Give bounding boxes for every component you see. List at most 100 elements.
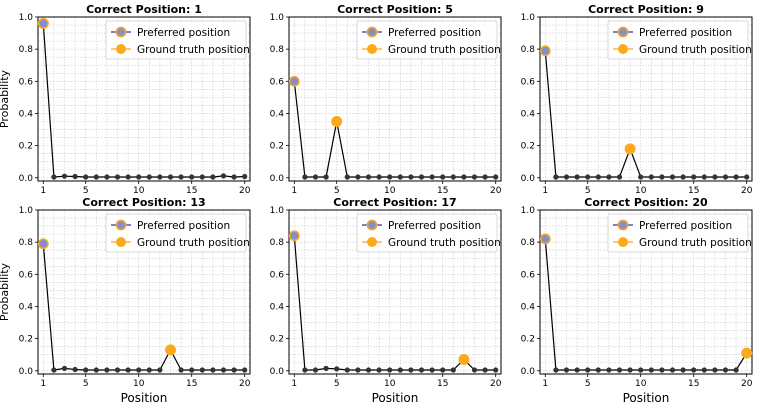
legend-label-ground-truth: Ground truth position (388, 44, 501, 56)
data-point (574, 367, 580, 373)
series-line (293, 235, 496, 371)
data-point (606, 174, 612, 180)
data-point (701, 174, 707, 180)
x-tick-label: 1 (40, 379, 46, 389)
data-point (125, 367, 131, 373)
y-tick-label: 0.0 (521, 174, 536, 184)
data-point (408, 174, 414, 180)
y-tick-label: 0.6 (19, 270, 34, 280)
legend-marker-preferred (366, 26, 378, 38)
data-point (167, 174, 174, 180)
data-point (51, 367, 57, 373)
legend-marker-preferred (115, 219, 127, 231)
y-tick-label: 0.2 (270, 142, 284, 152)
legend-label-ground-truth: Ground truth position (388, 237, 501, 249)
legend-marker-ground-truth (116, 237, 126, 247)
data-point (669, 367, 676, 373)
x-tick-label: 10 (384, 379, 396, 389)
y-tick-label: 0.6 (270, 77, 285, 87)
data-point (659, 174, 665, 180)
x-tick-label: 5 (585, 379, 591, 389)
data-point (553, 174, 559, 180)
legend-marker-preferred (115, 26, 127, 38)
legend-box (105, 213, 247, 253)
data-point (61, 365, 68, 371)
data-point (585, 367, 591, 373)
data-point (418, 367, 425, 373)
data-point (323, 174, 329, 180)
preferred-marker (539, 45, 551, 57)
data-point (408, 367, 414, 373)
legend-label-preferred: Preferred position (137, 27, 230, 39)
x-tick-label: 5 (83, 379, 89, 389)
legend: Preferred position Ground truth position (607, 20, 752, 60)
data-point (334, 366, 340, 372)
subplot-title: Correct Position: 20 (584, 196, 708, 209)
y-tick-label: 0.6 (521, 270, 536, 280)
data-point (146, 174, 152, 180)
y-tick-label: 0.8 (521, 238, 536, 248)
preferred-marker (37, 18, 49, 29)
axes-frame (539, 16, 753, 182)
x-tick-label: 10 (635, 186, 647, 196)
data-point (712, 367, 718, 373)
data-point (648, 174, 654, 180)
data-point (376, 174, 382, 180)
data-point (355, 174, 361, 180)
data-point (387, 367, 393, 373)
subplot-title: Correct Position: 13 (82, 196, 205, 209)
x-axis-label: Position (372, 391, 419, 405)
y-tick-label: 0.8 (521, 45, 536, 55)
y-tick-label: 0.4 (270, 302, 285, 312)
preferred-marker (288, 230, 300, 242)
legend: Preferred position Ground truth position (356, 20, 501, 60)
axes-frame (37, 209, 251, 375)
data-point (344, 367, 350, 373)
y-tick-label: 0.6 (270, 270, 285, 280)
x-tick-label: 15 (437, 186, 448, 196)
legend-box (356, 213, 498, 253)
data-point (563, 174, 570, 180)
x-tick-label: 15 (688, 186, 699, 196)
y-axis-label: Probability (0, 262, 11, 321)
y-tick-label: 0.2 (19, 142, 33, 152)
data-point (83, 367, 89, 373)
y-tick-label: 0.4 (19, 302, 34, 312)
data-point (680, 367, 686, 373)
data-point (312, 367, 319, 373)
y-tick-label: 0.6 (521, 77, 536, 87)
x-tick-label: 15 (437, 379, 448, 389)
data-point (606, 367, 612, 373)
data-point (691, 367, 697, 373)
data-point (365, 174, 372, 180)
legend-label-preferred: Preferred position (137, 220, 230, 232)
legend-label-preferred: Preferred position (639, 27, 732, 39)
data-point (440, 174, 446, 180)
data-point (220, 367, 227, 373)
legend-marker-ground-truth (367, 237, 377, 247)
subplot-title: Correct Position: 5 (337, 3, 453, 16)
axes-frame (288, 209, 502, 375)
y-tick-label: 1.0 (521, 13, 536, 23)
data-point (648, 367, 654, 373)
legend-marker-ground-truth (618, 44, 628, 54)
data-point (93, 367, 99, 373)
data-point (659, 367, 665, 373)
legend-label-ground-truth: Ground truth position (137, 44, 250, 56)
data-point (93, 174, 99, 180)
data-point (125, 174, 131, 180)
data-point (493, 367, 499, 373)
x-tick-label: 1 (40, 186, 46, 196)
data-point (312, 174, 319, 180)
y-tick-label: 0.2 (270, 335, 284, 345)
legend-label-preferred: Preferred position (639, 220, 732, 232)
series-line (42, 243, 245, 371)
y-tick-label: 0.8 (19, 45, 34, 55)
preferred-marker (288, 75, 300, 87)
data-point (72, 366, 78, 373)
data-point (157, 174, 163, 180)
data-point (418, 174, 425, 180)
